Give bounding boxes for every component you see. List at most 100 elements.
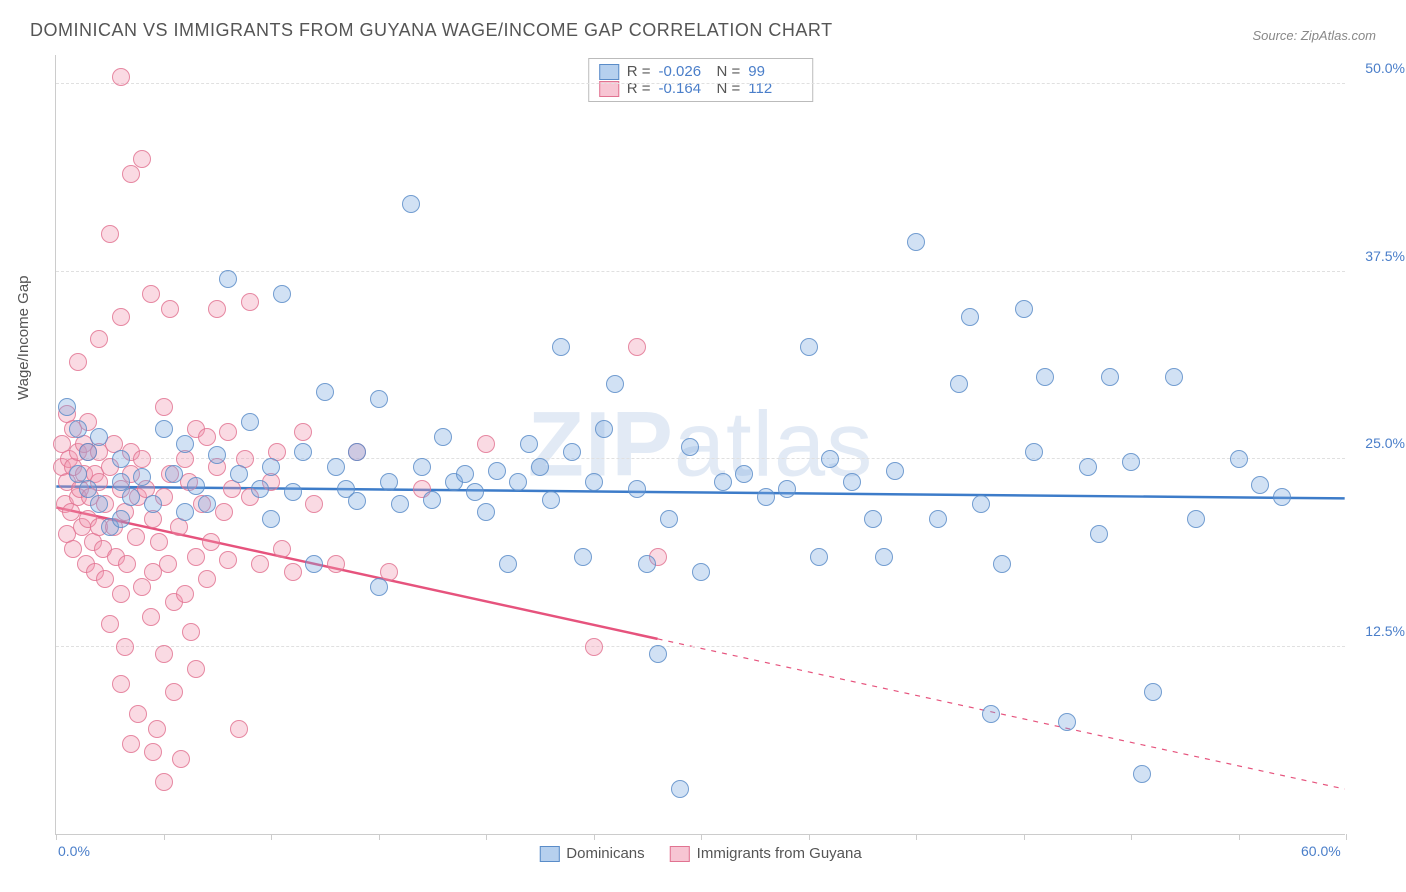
data-point-pink[interactable] <box>230 720 248 738</box>
data-point-pink[interactable] <box>96 570 114 588</box>
data-point-pink[interactable] <box>202 533 220 551</box>
data-point-blue[interactable] <box>294 443 312 461</box>
data-point-pink[interactable] <box>294 423 312 441</box>
data-point-blue[interactable] <box>778 480 796 498</box>
data-point-pink[interactable] <box>101 615 119 633</box>
data-point-pink[interactable] <box>133 578 151 596</box>
data-point-pink[interactable] <box>219 423 237 441</box>
data-point-pink[interactable] <box>142 285 160 303</box>
data-point-blue[interactable] <box>649 645 667 663</box>
data-point-pink[interactable] <box>118 555 136 573</box>
data-point-blue[interactable] <box>466 483 484 501</box>
data-point-blue[interactable] <box>671 780 689 798</box>
data-point-blue[interactable] <box>961 308 979 326</box>
data-point-pink[interactable] <box>219 551 237 569</box>
data-point-pink[interactable] <box>64 540 82 558</box>
data-point-pink[interactable] <box>273 540 291 558</box>
data-point-blue[interactable] <box>112 450 130 468</box>
data-point-blue[interactable] <box>1090 525 1108 543</box>
data-point-blue[interactable] <box>165 465 183 483</box>
data-point-blue[interactable] <box>90 495 108 513</box>
data-point-pink[interactable] <box>176 585 194 603</box>
data-point-blue[interactable] <box>327 458 345 476</box>
data-point-pink[interactable] <box>208 300 226 318</box>
data-point-blue[interactable] <box>1273 488 1291 506</box>
data-point-blue[interactable] <box>370 578 388 596</box>
data-point-pink[interactable] <box>122 165 140 183</box>
data-point-pink[interactable] <box>172 750 190 768</box>
data-point-blue[interactable] <box>1187 510 1205 528</box>
data-point-blue[interactable] <box>262 510 280 528</box>
data-point-blue[interactable] <box>1133 765 1151 783</box>
data-point-blue[interactable] <box>477 503 495 521</box>
data-point-pink[interactable] <box>69 353 87 371</box>
data-point-pink[interactable] <box>187 548 205 566</box>
data-point-pink[interactable] <box>112 68 130 86</box>
data-point-blue[interactable] <box>144 495 162 513</box>
data-point-pink[interactable] <box>122 735 140 753</box>
data-point-blue[interactable] <box>230 465 248 483</box>
data-point-blue[interactable] <box>402 195 420 213</box>
data-point-blue[interactable] <box>1025 443 1043 461</box>
data-point-blue[interactable] <box>520 435 538 453</box>
data-point-blue[interactable] <box>380 473 398 491</box>
data-point-blue[interactable] <box>413 458 431 476</box>
data-point-blue[interactable] <box>950 375 968 393</box>
data-point-blue[interactable] <box>531 458 549 476</box>
data-point-blue[interactable] <box>886 462 904 480</box>
data-point-blue[interactable] <box>187 477 205 495</box>
data-point-blue[interactable] <box>176 435 194 453</box>
data-point-blue[interactable] <box>929 510 947 528</box>
data-point-pink[interactable] <box>112 585 130 603</box>
data-point-blue[interactable] <box>907 233 925 251</box>
data-point-pink[interactable] <box>327 555 345 573</box>
data-point-blue[interactable] <box>456 465 474 483</box>
data-point-blue[interactable] <box>122 488 140 506</box>
data-point-blue[interactable] <box>305 555 323 573</box>
data-point-blue[interactable] <box>875 548 893 566</box>
data-point-blue[interactable] <box>391 495 409 513</box>
data-point-pink[interactable] <box>585 638 603 656</box>
data-point-blue[interactable] <box>757 488 775 506</box>
legend-item-dominicans[interactable]: Dominicans <box>539 845 644 862</box>
data-point-blue[interactable] <box>563 443 581 461</box>
data-point-pink[interactable] <box>155 645 173 663</box>
data-point-blue[interactable] <box>1165 368 1183 386</box>
data-point-blue[interactable] <box>69 420 87 438</box>
data-point-pink[interactable] <box>133 450 151 468</box>
data-point-blue[interactable] <box>595 420 613 438</box>
data-point-pink[interactable] <box>305 495 323 513</box>
data-point-blue[interactable] <box>821 450 839 468</box>
data-point-blue[interactable] <box>735 465 753 483</box>
data-point-pink[interactable] <box>112 675 130 693</box>
data-point-pink[interactable] <box>161 300 179 318</box>
data-point-pink[interactable] <box>284 563 302 581</box>
data-point-blue[interactable] <box>606 375 624 393</box>
data-point-blue[interactable] <box>79 443 97 461</box>
data-point-blue[interactable] <box>628 480 646 498</box>
data-point-blue[interactable] <box>509 473 527 491</box>
data-point-pink[interactable] <box>101 225 119 243</box>
data-point-blue[interactable] <box>370 390 388 408</box>
data-point-blue[interactable] <box>219 270 237 288</box>
data-point-blue[interactable] <box>90 428 108 446</box>
data-point-pink[interactable] <box>129 705 147 723</box>
data-point-blue[interactable] <box>241 413 259 431</box>
data-point-blue[interactable] <box>434 428 452 446</box>
legend-item-guyana[interactable]: Immigrants from Guyana <box>670 845 862 862</box>
data-point-blue[interactable] <box>800 338 818 356</box>
data-point-blue[interactable] <box>1144 683 1162 701</box>
data-point-blue[interactable] <box>1122 453 1140 471</box>
data-point-blue[interactable] <box>348 492 366 510</box>
data-point-blue[interactable] <box>423 491 441 509</box>
data-point-pink[interactable] <box>198 428 216 446</box>
data-point-pink[interactable] <box>148 720 166 738</box>
data-point-blue[interactable] <box>982 705 1000 723</box>
data-point-blue[interactable] <box>262 458 280 476</box>
data-point-pink[interactable] <box>142 608 160 626</box>
data-point-pink[interactable] <box>159 555 177 573</box>
data-point-pink[interactable] <box>155 398 173 416</box>
data-point-blue[interactable] <box>499 555 517 573</box>
data-point-pink[interactable] <box>127 528 145 546</box>
data-point-pink[interactable] <box>90 330 108 348</box>
